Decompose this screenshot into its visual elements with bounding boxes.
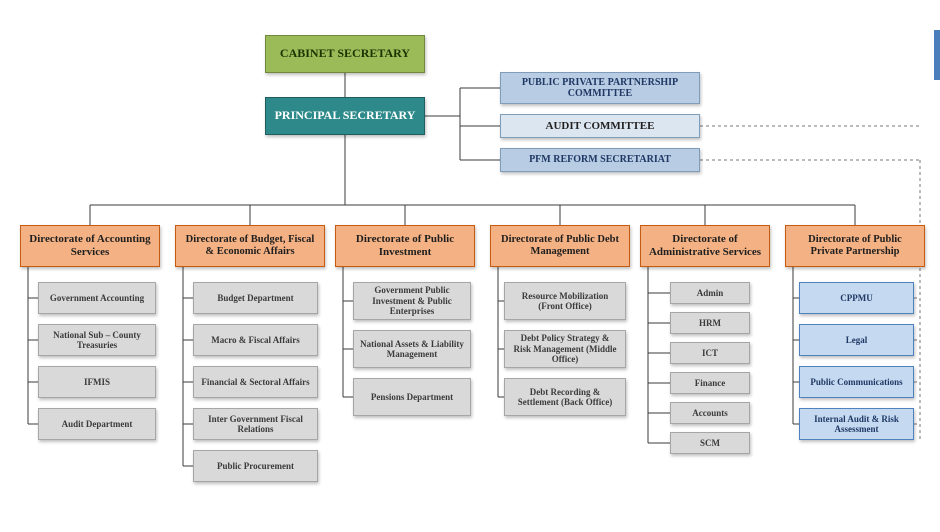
sub-0-0: Government Accounting <box>38 282 156 314</box>
sub-0-3: Audit Department <box>38 408 156 440</box>
sub-5-0: CPPMU <box>799 282 914 314</box>
sub-5-2: Public Communications <box>799 366 914 398</box>
principal-secretary: PRINCIPAL SECRETARY <box>265 97 425 135</box>
sub-2-1: National Assets & Liability Management <box>353 330 471 368</box>
pfm-secretariat: PFM REFORM SECRETARIAT <box>500 148 700 172</box>
sub-3-2: Debt Recording & Settlement (Back Office… <box>504 378 626 416</box>
sub-5-1: Legal <box>799 324 914 356</box>
sub-1-2: Financial & Sectoral Affairs <box>193 366 318 398</box>
directorate-1: Directorate of Budget, Fiscal & Economic… <box>175 225 325 267</box>
sub-2-0: Government Public Investment & Public En… <box>353 282 471 320</box>
sub-1-0: Budget Department <box>193 282 318 314</box>
sub-4-3: Finance <box>670 372 750 394</box>
directorate-4: Directorate of Administrative Services <box>640 225 770 267</box>
directorate-2: Directorate of Public Investment <box>335 225 475 267</box>
sub-4-5: SCM <box>670 432 750 454</box>
sub-0-1: National Sub – County Treasuries <box>38 324 156 356</box>
sub-3-0: Resource Mobilization (Front Office) <box>504 282 626 320</box>
directorate-0: Directorate of Accounting Services <box>20 225 160 267</box>
ppp-committee: PUBLIC PRIVATE PARTNERSHIP COMMITTEE <box>500 72 700 104</box>
sub-4-0: Admin <box>670 282 750 304</box>
directorate-5: Directorate of Public Private Partnershi… <box>785 225 925 267</box>
sub-3-1: Debt Policy Strategy & Risk Management (… <box>504 330 626 368</box>
sub-1-4: Public Procurement <box>193 450 318 482</box>
sub-4-4: Accounts <box>670 402 750 424</box>
sub-1-1: Macro & Fiscal Affairs <box>193 324 318 356</box>
audit-committee: AUDIT COMMITTEE <box>500 114 700 138</box>
sub-4-2: ICT <box>670 342 750 364</box>
side-indicator <box>934 30 940 80</box>
sub-4-1: HRM <box>670 312 750 334</box>
directorate-3: Directorate of Public Debt Management <box>490 225 630 267</box>
sub-1-3: Inter Government Fiscal Relations <box>193 408 318 440</box>
sub-2-2: Pensions Department <box>353 378 471 416</box>
sub-5-3: Internal Audit & Risk Assessment <box>799 408 914 440</box>
sub-0-2: IFMIS <box>38 366 156 398</box>
cabinet-secretary: CABINET SECRETARY <box>265 35 425 73</box>
